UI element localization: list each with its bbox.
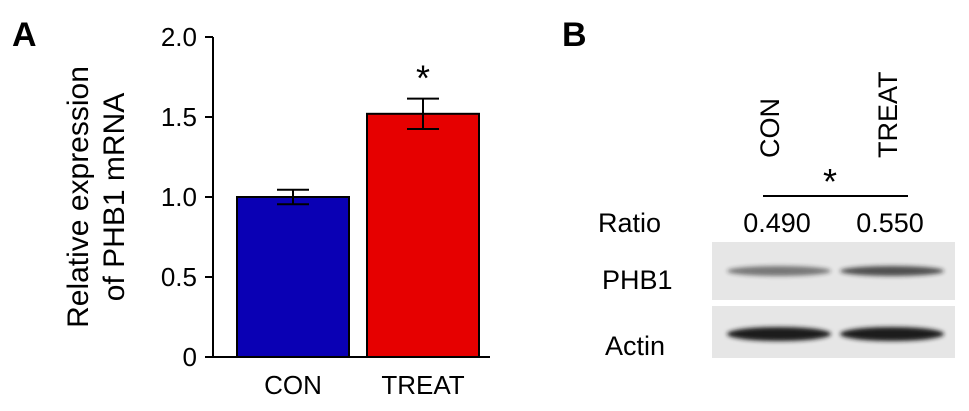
y-tick-label: 0.5	[161, 262, 197, 292]
significance-star-blot: *	[823, 161, 837, 202]
lane-label-con: CON	[755, 98, 785, 158]
blot-band-actin-con	[727, 327, 831, 341]
panel-a: A Relative expression of PHB1 mRNA 0 0.5 1…	[12, 16, 490, 400]
bars: CON * TREAT	[236, 58, 480, 400]
ratio-value-treat: 0.550	[856, 208, 924, 238]
blot-band-phb1-con	[727, 266, 831, 276]
western-blots	[712, 242, 955, 358]
category-label-treat: TREAT	[381, 370, 464, 400]
y-tick-label: 0	[183, 342, 197, 372]
ratio-value-con: 0.490	[743, 208, 811, 238]
blot-label-phb1: PHB1	[602, 265, 673, 295]
bar-con	[236, 196, 350, 358]
blot-label-actin: Actin	[605, 331, 665, 361]
panel-a-letter: A	[12, 16, 37, 54]
ratio-label: Ratio	[598, 208, 661, 238]
y-tick-label: 2.0	[161, 22, 197, 52]
bar-treat	[366, 112, 480, 358]
blot-band-actin-treat	[840, 327, 944, 341]
y-tick-label: 1.0	[161, 182, 197, 212]
y-axis-title-line-1: Relative expression	[62, 66, 95, 328]
y-axis-title-line-2: of PHB1 mRNA	[98, 93, 131, 301]
y-axis-title: Relative expression of PHB1 mRNA	[62, 66, 131, 328]
lane-label-treat: TREAT	[873, 72, 903, 159]
y-ticks: 0 0.5 1.0 1.5 2.0	[161, 22, 213, 372]
panel-b: B CON TREAT * Ratio 0.490 0.550 PHB1 Act…	[562, 16, 955, 361]
significance-star-treat: *	[416, 58, 430, 99]
panel-b-letter: B	[562, 16, 587, 54]
category-label-con: CON	[264, 370, 322, 400]
y-tick-label: 1.5	[161, 102, 197, 132]
blot-band-phb1-treat	[840, 266, 944, 276]
